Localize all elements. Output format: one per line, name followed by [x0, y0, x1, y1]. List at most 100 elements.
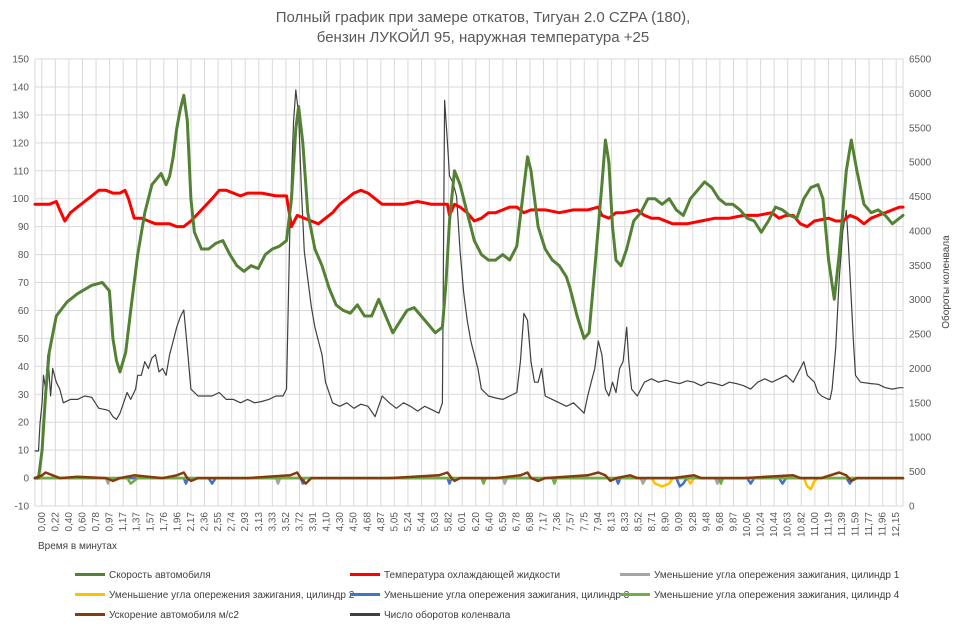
legend-entry-6: Ускорение автомобиля м/с2	[109, 609, 239, 621]
x-tick-label: 11,96	[878, 512, 889, 537]
x-tick-label: 2,74	[227, 512, 238, 532]
x-tick-label: 2,93	[240, 512, 251, 532]
x-tick-label: 1,57	[145, 512, 156, 532]
y2-tick-label: 1000	[909, 433, 932, 444]
x-tick-label: 6,59	[498, 512, 509, 532]
x-axis-label: Время в минутах	[38, 541, 117, 552]
legend-entry-0: Скорость автомобиля	[109, 569, 211, 581]
x-tick-label: 5,44	[417, 512, 428, 532]
x-tick-label: 7,57	[566, 512, 577, 532]
y2-tick-label: 2500	[909, 330, 932, 341]
x-tick-label: 11,00	[810, 512, 821, 537]
legend-entry-1: Температура охлаждающей жидкости	[384, 570, 560, 581]
x-tick-label: 6,20	[471, 512, 482, 532]
x-tick-label: 7,17	[539, 512, 550, 532]
y2-tick-label: 0	[909, 502, 915, 513]
x-tick-label: 1,76	[159, 512, 170, 532]
x-tick-label: 8,13	[606, 512, 617, 532]
x-tick-label: 0,22	[50, 512, 61, 532]
x-tick-label: 9,87	[728, 512, 739, 532]
x-axis-ticks: 0,00 0,22 0,40 0,60 0,78 0,97 1,17 1,37 1,57 1,76…	[37, 512, 902, 537]
x-tick-label: 2,17	[186, 512, 197, 532]
x-tick-label: 11,77	[864, 512, 875, 537]
series-line-6	[33, 471, 905, 485]
legend-entry-5: Уменьшение угла опережения зажигания, ци…	[654, 590, 900, 601]
x-tick-label: 0,78	[91, 512, 102, 532]
x-tick-label: 6,78	[511, 512, 522, 532]
x-tick-label: 4,68	[362, 512, 373, 532]
x-tick-label: 4,10	[322, 512, 333, 532]
plot-area	[34, 58, 904, 507]
y2-tick-label: 5500	[909, 123, 932, 134]
y-tick-label: -10	[15, 502, 30, 513]
x-tick-label: 12,15	[891, 512, 902, 537]
y2-tick-label: 2000	[909, 364, 932, 375]
x-tick-label: 9,09	[674, 512, 685, 532]
series-line-1	[33, 188, 905, 229]
y2-tick-label: 4000	[909, 226, 932, 237]
y-tick-label: 60	[18, 306, 30, 317]
x-tick-label: 7,94	[593, 512, 604, 532]
x-tick-label: 10,82	[796, 512, 807, 537]
y2-tick-label: 3000	[909, 295, 932, 306]
y-tick-label: 40	[18, 362, 30, 373]
x-tick-label: 3,52	[281, 512, 292, 532]
series-line-3	[33, 476, 905, 491]
x-tick-label: 0,97	[105, 512, 116, 532]
x-tick-label: 10,44	[769, 512, 780, 537]
chart-title-line2: бензин ЛУКОЙЛ 95, наружная температура +…	[317, 28, 649, 46]
y-tick-label: 80	[18, 250, 30, 261]
y2-tick-label: 1500	[909, 398, 932, 409]
series-line-7	[34, 89, 904, 452]
chart-title-line1: Полный график при замере откатов, Тигуан…	[276, 9, 691, 26]
y-tick-label: 140	[12, 82, 29, 93]
x-tick-label: 1,37	[132, 512, 143, 532]
y2-axis-ticks: 0 500 1000 1500 2000 2500 3000 3500 4000 4500 5000…	[909, 55, 932, 513]
y-tick-label: 90	[18, 222, 30, 233]
y-tick-label: 150	[12, 55, 29, 66]
series-line-4	[33, 476, 905, 488]
x-tick-label: 3,91	[308, 512, 319, 532]
y-tick-label: 70	[18, 278, 30, 289]
y2-axis-label: Обороты коленвала	[940, 235, 952, 329]
x-tick-label: 2,36	[200, 512, 211, 532]
x-tick-label: 10,06	[742, 512, 753, 537]
y2-tick-label: 3500	[909, 261, 932, 272]
legend-entry-4: Уменьшение угла опережения зажигания, ци…	[384, 590, 630, 601]
x-tick-label: 4,30	[335, 512, 346, 532]
legend-entry-2: Уменьшение угла опережения зажигания, ци…	[654, 570, 900, 581]
y-tick-label: 20	[18, 418, 30, 429]
x-tick-label: 1,17	[118, 512, 129, 532]
x-tick-label: 11,39	[837, 512, 848, 537]
series-lines	[33, 89, 905, 491]
x-tick-label: 8,71	[647, 512, 658, 532]
x-tick-label: 1,96	[172, 512, 183, 532]
x-tick-label: 0,00	[37, 512, 48, 532]
x-tick-label: 0,40	[64, 512, 75, 532]
x-tick-label: 5,63	[430, 512, 441, 532]
x-tick-label: 2,55	[213, 512, 224, 532]
x-tick-label: 10,63	[783, 512, 794, 537]
y2-tick-label: 6000	[909, 89, 932, 100]
y-tick-label: 130	[12, 110, 29, 121]
x-tick-label: 9,68	[715, 512, 726, 532]
x-tick-label: 3,33	[267, 512, 278, 532]
x-tick-label: 6,01	[457, 512, 468, 532]
y-tick-label: 50	[18, 334, 30, 345]
y2-tick-label: 500	[909, 467, 926, 478]
y2-tick-label: 4500	[909, 192, 932, 203]
x-tick-label: 6,98	[525, 512, 536, 532]
x-tick-label: 7,36	[552, 512, 563, 532]
x-tick-label: 10,24	[756, 512, 767, 537]
legend-entry-3: Уменьшение угла опережения зажигания, ци…	[109, 590, 355, 601]
y-tick-label: 0	[23, 474, 29, 485]
x-tick-label: 11,59	[851, 512, 862, 537]
x-tick-label: 3,13	[254, 512, 265, 532]
x-tick-label: 6,40	[484, 512, 495, 532]
x-tick-label: 5,82	[444, 512, 455, 532]
x-tick-label: 0,60	[77, 512, 88, 532]
y-tick-label: 30	[18, 390, 30, 401]
x-tick-label: 8,52	[634, 512, 645, 532]
